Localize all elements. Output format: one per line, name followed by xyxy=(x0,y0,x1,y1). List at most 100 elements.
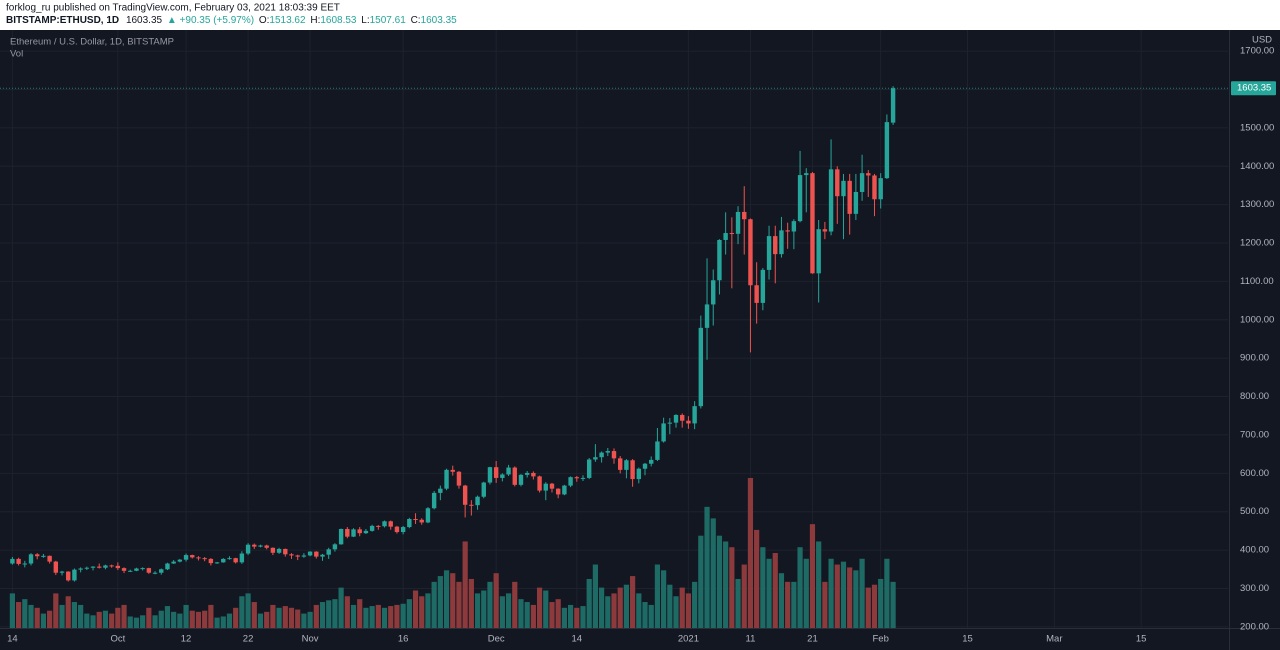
volume-bar xyxy=(146,607,152,628)
candle-body xyxy=(59,571,65,573)
volume-bar xyxy=(22,599,28,628)
candle-body xyxy=(190,555,195,558)
volume-bar xyxy=(208,604,214,628)
volume-bar xyxy=(171,611,177,628)
last-price-tag xyxy=(1231,81,1276,96)
volume-bar xyxy=(28,604,34,628)
volume-bar xyxy=(295,609,301,628)
volume-bar xyxy=(388,606,394,628)
volume-bar xyxy=(307,611,313,628)
volume-bar xyxy=(47,610,53,628)
volume-bar xyxy=(189,610,195,628)
volume-bar xyxy=(723,541,729,628)
candle-body xyxy=(283,548,288,555)
candle-body xyxy=(636,468,642,480)
candle-body xyxy=(159,569,164,573)
candle-body xyxy=(320,554,325,557)
volume-bar xyxy=(729,547,735,628)
volume-bar xyxy=(102,610,109,628)
volume-bar xyxy=(847,567,853,628)
x-tick-label: 16 xyxy=(398,634,409,645)
volume-bar xyxy=(741,564,747,628)
candle-body xyxy=(797,175,803,222)
close-label: C: xyxy=(411,15,421,26)
volume-bar xyxy=(357,599,363,628)
volume-pane xyxy=(9,478,896,628)
volume-bar xyxy=(78,604,84,628)
volume-bar xyxy=(158,610,164,628)
volume-bar xyxy=(270,604,276,628)
chart-title: Ethereum / U.S. Dollar, 1D, BITSTAMP xyxy=(10,37,174,48)
candle-body xyxy=(866,173,871,176)
candle-body xyxy=(307,551,313,556)
y-tick-label: 400.00 xyxy=(1240,545,1269,556)
candle-body xyxy=(624,460,629,470)
candle-body xyxy=(512,467,517,485)
candle-body xyxy=(611,451,617,459)
candle-body xyxy=(431,492,437,509)
volume-bar xyxy=(381,607,388,628)
candle-body xyxy=(351,529,356,537)
x-tick-label: Nov xyxy=(302,634,319,645)
candle-body xyxy=(884,122,890,179)
volume-bar xyxy=(642,602,648,628)
volume-bar xyxy=(816,541,822,628)
volume-bar xyxy=(567,604,574,628)
candle-body xyxy=(493,467,499,478)
candle-body xyxy=(661,423,666,442)
candle-body xyxy=(264,545,269,548)
candle-body xyxy=(773,236,778,255)
volume-bar xyxy=(772,553,778,628)
candle-body xyxy=(872,175,877,200)
candle-body xyxy=(214,562,220,564)
volume-bar xyxy=(127,616,133,628)
candle-body xyxy=(134,568,139,571)
candle-body xyxy=(562,485,567,495)
volume-bar xyxy=(890,581,896,628)
candle-body xyxy=(890,88,896,123)
candle-body xyxy=(766,236,772,270)
candle-body xyxy=(407,518,412,528)
candle-body xyxy=(376,525,381,527)
candle-body xyxy=(444,469,449,489)
candle-body xyxy=(128,570,133,572)
volume-bar xyxy=(760,547,766,628)
volume-bar xyxy=(375,604,381,628)
volume-bar xyxy=(34,607,40,628)
volume-bar xyxy=(828,558,834,628)
volume-bar xyxy=(785,581,791,628)
candle-body xyxy=(729,233,735,235)
candle-body xyxy=(816,229,821,274)
x-tick-label: 15 xyxy=(962,634,973,645)
volume-bar xyxy=(809,524,816,628)
x-tick-label: Mar xyxy=(1046,634,1062,645)
y-tick-label: 1200.00 xyxy=(1240,238,1274,249)
volume-bar xyxy=(692,581,698,628)
volume-bar xyxy=(394,604,400,628)
volume-bar xyxy=(493,573,499,628)
candle-body xyxy=(177,559,183,562)
candle-body xyxy=(276,548,282,553)
volume-bar xyxy=(40,613,47,628)
x-tick-label: Oct xyxy=(110,634,125,645)
volume-bar xyxy=(344,596,350,628)
volume-bar xyxy=(648,604,654,628)
volume-bar xyxy=(878,578,884,628)
volume-bar xyxy=(592,564,598,628)
volume-bar xyxy=(505,593,512,628)
y-tick-label: 900.00 xyxy=(1240,353,1269,364)
volume-bar xyxy=(406,599,412,628)
candle-body xyxy=(859,173,865,192)
candle-body xyxy=(400,527,406,533)
volume-bar xyxy=(487,581,493,628)
candle-body xyxy=(599,452,604,458)
candle-body xyxy=(642,463,648,469)
candle-body xyxy=(121,568,127,571)
volume-bar xyxy=(164,606,171,628)
candle-body xyxy=(72,569,77,581)
candle-body xyxy=(804,173,809,176)
volume-bar xyxy=(109,613,115,628)
volume-bar xyxy=(555,599,561,628)
candle-body xyxy=(233,558,238,563)
volume-bar xyxy=(9,593,16,628)
